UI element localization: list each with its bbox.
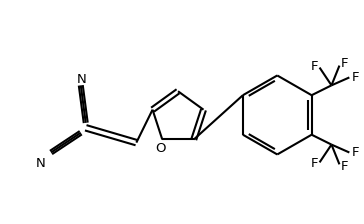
Text: F: F: [311, 157, 318, 170]
Text: O: O: [155, 142, 166, 155]
Text: F: F: [341, 57, 348, 70]
Text: F: F: [311, 60, 318, 73]
Text: N: N: [36, 157, 46, 170]
Text: N: N: [77, 73, 87, 86]
Text: F: F: [341, 160, 348, 173]
Text: F: F: [352, 71, 359, 84]
Text: F: F: [352, 146, 359, 159]
